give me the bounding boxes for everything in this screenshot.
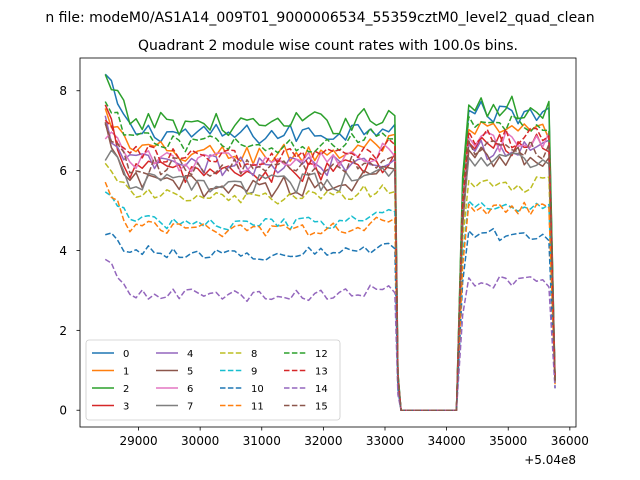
y-tick-label: 6 — [59, 164, 67, 178]
y-tick-label: 0 — [59, 404, 67, 418]
series-line-9 — [104, 191, 556, 411]
legend-label-15: 15 — [315, 401, 328, 412]
y-axis-ticks: 0 2 4 6 8 — [59, 84, 80, 418]
x-tick-label: 35000 — [489, 434, 527, 448]
legend-label-7: 7 — [187, 401, 193, 412]
legend-label-11: 11 — [251, 401, 264, 412]
x-axis-ticks: 29000 30000 31000 32000 33000 34000 35000 36000 — [119, 427, 589, 448]
legend-label-1: 1 — [123, 366, 129, 377]
legend-label-6: 6 — [187, 384, 193, 395]
x-tick-label: 34000 — [428, 434, 466, 448]
series-line-13 — [104, 119, 556, 411]
x-tick-label: 33000 — [366, 434, 404, 448]
legend-label-5: 5 — [187, 366, 193, 377]
series-line-10 — [105, 227, 556, 411]
series-line-1 — [104, 108, 556, 411]
legend-label-3: 3 — [123, 401, 129, 412]
legend-label-12: 12 — [315, 349, 328, 360]
y-tick-label: 4 — [59, 244, 67, 258]
x-axis-offset-label: +5.04e8 — [524, 453, 576, 467]
legend-box — [85, 339, 341, 421]
series-line-2 — [104, 74, 556, 411]
x-tick-label: 31000 — [243, 434, 281, 448]
series-line-11 — [104, 181, 556, 411]
legend-label-9: 9 — [251, 366, 257, 377]
x-tick-label: 36000 — [551, 434, 589, 448]
series-line-12 — [104, 101, 556, 411]
series-line-7 — [104, 149, 556, 411]
y-tick-label: 2 — [59, 324, 67, 338]
series-line-14 — [104, 258, 556, 411]
figure-suptitle: n file: modeM0/AS1A14_009T01_9000006534_… — [45, 10, 594, 26]
series-line-15 — [104, 123, 556, 411]
x-tick-label: 30000 — [181, 434, 219, 448]
legend-label-13: 13 — [315, 366, 328, 377]
y-tick-label: 8 — [59, 84, 67, 98]
chart-title: Quadrant 2 module wise count rates with … — [138, 38, 518, 54]
legend-label-8: 8 — [251, 349, 257, 360]
legend-label-4: 4 — [187, 349, 193, 360]
x-tick-label: 32000 — [304, 434, 342, 448]
x-tick-label: 29000 — [119, 434, 157, 448]
legend-label-2: 2 — [123, 384, 129, 395]
legend-label-0: 0 — [123, 349, 129, 360]
series-lines — [104, 73, 556, 411]
legend-label-10: 10 — [251, 384, 264, 395]
plot-frame — [79, 57, 577, 428]
series-line-8 — [104, 162, 556, 411]
legend-label-14: 14 — [315, 384, 328, 395]
